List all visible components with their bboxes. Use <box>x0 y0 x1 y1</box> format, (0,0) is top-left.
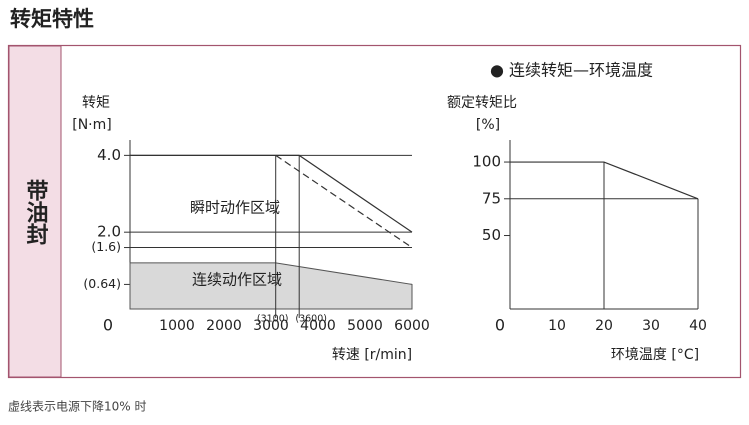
y-axis-title: 转矩 <box>82 95 110 111</box>
page-title: 转矩特性 <box>10 7 94 31</box>
x-tick-label: 5000 <box>347 318 383 334</box>
footer: 虚线表示电源下降10% 时 <box>8 400 147 414</box>
x-tick-label: 6000 <box>394 318 430 334</box>
y-tick-label: 4.0 <box>97 146 121 164</box>
y-axis-title: 额定转矩比 <box>447 95 517 111</box>
x-tick-label: 20 <box>595 318 613 334</box>
x-tick-label: 30 <box>642 318 660 334</box>
reference-label: (3100) <box>257 314 289 325</box>
x-tick-label: 1000 <box>159 318 195 334</box>
region-label: 瞬时动作区域 <box>190 199 280 217</box>
side-cell <box>8 45 62 378</box>
reference-label: (3600) <box>295 314 327 325</box>
y-tick-label: 100 <box>472 153 501 171</box>
region-label: 连续动作区域 <box>192 271 282 289</box>
x-tick-label: 4000 <box>300 318 336 334</box>
y-tick-label: (1.6) <box>91 239 121 254</box>
note: ● 连续转矩—环境温度 <box>490 61 653 80</box>
x-tick-label: 2000 <box>206 318 242 334</box>
dashed-line <box>275 154 413 249</box>
x-tick-label: 0 <box>495 316 505 335</box>
x-tick-label: 40 <box>689 318 707 334</box>
y-tick-label: 2.0 <box>97 223 121 241</box>
y-tick-label: (0.64) <box>83 276 121 291</box>
y-axis-unit: [%] <box>476 117 500 133</box>
side-label: 带油封 <box>23 179 49 246</box>
y-tick-label: 50 <box>482 226 501 244</box>
x-axis-title: 转速 [r/min] <box>332 347 412 363</box>
y-tick-label: 75 <box>482 189 501 207</box>
x-tick-label: 10 <box>548 318 566 334</box>
y-axis-unit: [N·m] <box>72 117 111 133</box>
x-tick-label: 3000 <box>253 318 289 334</box>
area <box>129 262 413 310</box>
y-tick-label: 0 <box>103 316 113 335</box>
x-axis-title: 环境温度 [°C] <box>611 347 699 363</box>
